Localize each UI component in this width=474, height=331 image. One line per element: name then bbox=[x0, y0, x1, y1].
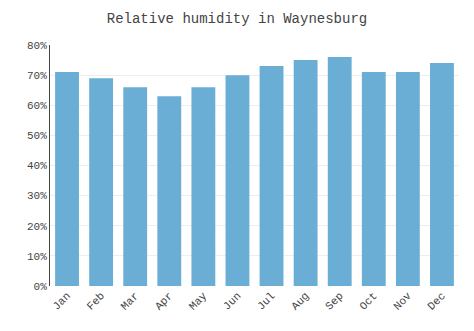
svg-text:Relative humidity in Waynesbur: Relative humidity in Waynesburg bbox=[107, 11, 367, 27]
svg-text:Jan: Jan bbox=[51, 290, 73, 312]
svg-text:Apr: Apr bbox=[153, 290, 175, 312]
svg-text:60%: 60% bbox=[27, 100, 47, 112]
svg-text:10%: 10% bbox=[27, 251, 47, 263]
svg-text:30%: 30% bbox=[27, 190, 47, 202]
svg-text:50%: 50% bbox=[27, 130, 47, 142]
svg-text:20%: 20% bbox=[27, 221, 47, 233]
svg-text:Jun: Jun bbox=[221, 290, 243, 312]
svg-text:40%: 40% bbox=[27, 160, 47, 172]
svg-text:May: May bbox=[187, 290, 210, 313]
svg-text:Jul: Jul bbox=[255, 290, 277, 312]
svg-text:Oct: Oct bbox=[357, 290, 379, 312]
svg-text:80%: 80% bbox=[27, 40, 47, 52]
svg-text:Nov: Nov bbox=[391, 290, 414, 313]
svg-text:Aug: Aug bbox=[289, 290, 311, 312]
svg-text:Feb: Feb bbox=[85, 290, 107, 312]
svg-text:Mar: Mar bbox=[119, 290, 141, 312]
svg-text:70%: 70% bbox=[27, 70, 47, 82]
svg-text:0%: 0% bbox=[34, 281, 48, 293]
svg-text:Sep: Sep bbox=[323, 290, 345, 312]
svg-text:Dec: Dec bbox=[425, 290, 447, 312]
